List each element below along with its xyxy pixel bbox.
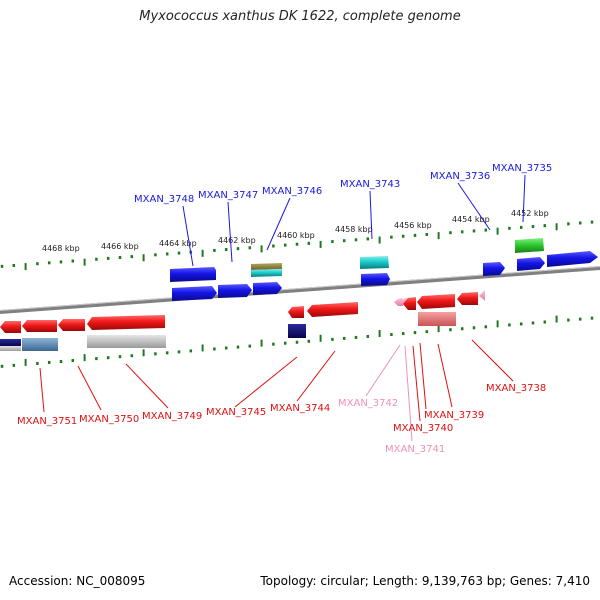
gene-label-mxan-3738[interactable]: MXAN_3738 bbox=[486, 383, 546, 394]
kbp-label-4452: 4452 kbp bbox=[511, 209, 549, 218]
feature-salmon[interactable] bbox=[418, 312, 456, 326]
scale-labels: 4468 kbp 4466 kbp 4464 kbp 4462 kbp 4460… bbox=[42, 209, 549, 253]
genome-backbone bbox=[0, 266, 600, 314]
gene-arrow-b[interactable] bbox=[218, 284, 252, 298]
bottom-gene-labels bbox=[39, 339, 514, 422]
kbp-label-4460: 4460 kbp bbox=[277, 231, 315, 240]
kbp-label-4458: 4458 kbp bbox=[335, 225, 373, 234]
gene-arrow-a[interactable] bbox=[172, 286, 217, 301]
feature-navy-mid[interactable] bbox=[288, 324, 306, 338]
gene-arrow-r12[interactable] bbox=[479, 290, 485, 301]
gene-label-mxan-3739[interactable]: MXAN_3739 bbox=[424, 410, 484, 421]
gene-label-mxan-3740[interactable]: MXAN_3740 bbox=[393, 423, 453, 434]
gene-arrow-mxan-3738[interactable] bbox=[457, 292, 478, 305]
gene-arrow-mxan-3750[interactable] bbox=[22, 320, 57, 332]
gene-label-mxan-3741[interactable]: MXAN_3741 bbox=[385, 444, 445, 455]
forward-strand-features bbox=[170, 238, 598, 301]
reverse-strand-features bbox=[0, 290, 485, 351]
feature-grey-long[interactable] bbox=[87, 335, 166, 348]
kbp-label-4454: 4454 kbp bbox=[452, 215, 490, 224]
kbp-label-4456: 4456 kbp bbox=[394, 221, 432, 230]
feature-grey-left[interactable] bbox=[0, 346, 21, 351]
gene-arrow-mxan-3746-a[interactable] bbox=[251, 263, 282, 270]
gene-label-mxan-3744[interactable]: MXAN_3744 bbox=[270, 403, 330, 414]
map-title: Myxococcus xanthus DK 1622, complete gen… bbox=[139, 9, 461, 24]
gene-label-mxan-3748[interactable]: MXAN_3748 bbox=[134, 194, 194, 205]
gene-arrow-mxan-3743[interactable] bbox=[360, 256, 389, 269]
gene-label-mxan-3750[interactable]: MXAN_3750 bbox=[79, 414, 139, 425]
gene-arrow-e[interactable] bbox=[517, 257, 545, 271]
gene-label-mxan-3735[interactable]: MXAN_3735 bbox=[492, 163, 552, 174]
kbp-label-4462: 4462 kbp bbox=[218, 236, 256, 245]
gene-arrow-mxan-3751[interactable] bbox=[0, 321, 21, 333]
gene-arrow-mxan-3744[interactable] bbox=[307, 302, 358, 317]
feature-navy-left[interactable] bbox=[0, 339, 21, 346]
gene-label-mxan-3747[interactable]: MXAN_3747 bbox=[198, 190, 258, 201]
gene-arrow-mxan-3740[interactable] bbox=[403, 297, 416, 310]
gene-label-mxan-3743[interactable]: MXAN_3743 bbox=[340, 179, 400, 190]
gene-arrow-c[interactable] bbox=[253, 282, 282, 295]
gene-arrow-mxan-3746-b[interactable] bbox=[251, 269, 282, 277]
genome-summary-text: Topology: circular; Length: 9,139,763 bp… bbox=[260, 574, 590, 588]
top-gene-labels bbox=[182, 174, 526, 267]
kbp-label-4464: 4464 kbp bbox=[159, 239, 197, 248]
gene-label-mxan-3745[interactable]: MXAN_3745 bbox=[206, 407, 266, 418]
gene-arrow-mxan-3742[interactable] bbox=[394, 298, 403, 306]
gene-label-mxan-3749[interactable]: MXAN_3749 bbox=[142, 411, 202, 422]
feature-steel[interactable] bbox=[22, 338, 58, 351]
gene-arrow-mxan-3735[interactable] bbox=[515, 238, 544, 253]
gene-label-mxan-3746[interactable]: MXAN_3746 bbox=[262, 186, 322, 197]
gene-arrow-mxan-3736[interactable] bbox=[483, 262, 505, 276]
gene-arrow-r3[interactable] bbox=[58, 319, 85, 331]
gene-label-mxan-3751[interactable]: MXAN_3751 bbox=[17, 416, 77, 427]
gene-arrow-mxan-3739[interactable] bbox=[417, 294, 455, 309]
scale-ticks-bottom bbox=[0, 315, 594, 368]
gene-label-mxan-3742[interactable]: MXAN_3742 bbox=[338, 398, 398, 409]
kbp-label-4468: 4468 kbp bbox=[42, 244, 80, 253]
gene-arrow-f[interactable] bbox=[547, 251, 598, 267]
kbp-label-4466: 4466 kbp bbox=[101, 242, 139, 251]
gene-arrow-d[interactable] bbox=[361, 273, 390, 286]
accession-text: Accession: NC_008095 bbox=[9, 574, 146, 588]
gene-arrow-mxan-3745[interactable] bbox=[288, 306, 304, 318]
gene-arrow-mxan-3749[interactable] bbox=[87, 315, 165, 330]
scale-ticks-top bbox=[0, 220, 594, 271]
gene-arrow-mxan-3748[interactable] bbox=[170, 267, 216, 282]
gene-label-mxan-3736[interactable]: MXAN_3736 bbox=[430, 171, 490, 182]
